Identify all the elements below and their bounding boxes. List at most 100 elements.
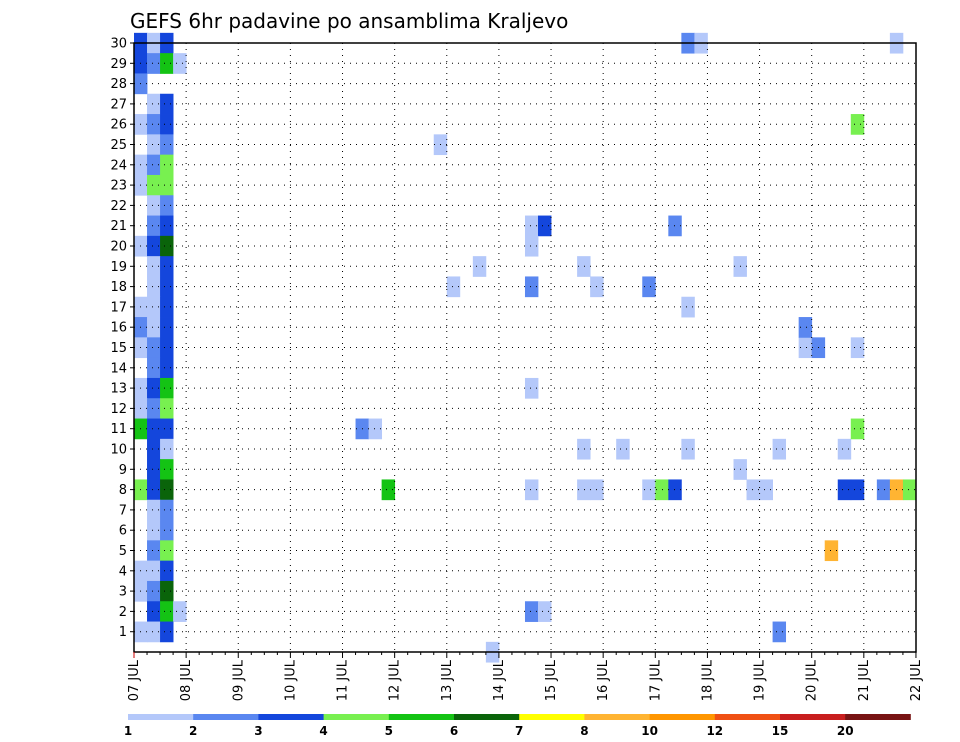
x-axis: 07 JUL 08 JUL 09 JUL 10 JUL 11 JUL 12 JUL 13 J… <box>127 652 924 701</box>
precip-cell <box>524 377 539 399</box>
precip-cell <box>160 621 174 643</box>
y-tick-label: 11 <box>110 422 127 437</box>
precip-cell <box>160 154 174 176</box>
precip-cell <box>147 398 161 419</box>
precip-cell <box>147 560 161 582</box>
precip-cell <box>160 398 174 419</box>
colorbar-swatch <box>780 714 846 720</box>
grid-layer <box>134 42 916 652</box>
precip-cell <box>147 195 161 216</box>
y-tick-label: 12 <box>110 402 127 417</box>
colorbar-swatch <box>193 714 259 720</box>
precip-cell <box>538 215 552 237</box>
precip-cell <box>147 296 161 318</box>
y-tick-label: 4 <box>119 564 127 579</box>
y-tick-label: 10 <box>110 443 127 458</box>
colorbar-label: 1 <box>124 724 132 738</box>
colorbar-label: 8 <box>580 724 588 738</box>
x-tick-label: 13 JUL <box>440 659 455 701</box>
x-tick-label: 15 JUL <box>544 659 559 701</box>
x-tick-label: 07 JUL <box>127 659 142 701</box>
precip-cell <box>160 317 174 338</box>
y-tick-label: 17 <box>110 300 127 315</box>
precip-cell <box>902 479 917 501</box>
colorbar-label: 12 <box>706 724 723 738</box>
chart-title: GEFS 6hr padavine po ansamblima Kraljevo <box>130 9 568 33</box>
y-tick-label: 24 <box>110 158 127 173</box>
cells-layer <box>134 32 917 663</box>
precip-cell <box>160 377 174 399</box>
colorbar-label: 20 <box>837 724 854 738</box>
precip-cell <box>160 601 174 622</box>
precip-cell <box>147 459 161 480</box>
precip-cell <box>642 276 656 298</box>
x-tick-label: 09 JUL <box>231 659 246 701</box>
y-tick-label: 23 <box>110 179 127 194</box>
y-tick-label: 15 <box>110 341 127 356</box>
precip-cell <box>668 215 682 237</box>
colorbar-swatch <box>323 714 390 720</box>
precip-cell <box>147 235 161 257</box>
precip-cell <box>160 256 174 277</box>
colorbar-label: 6 <box>450 724 458 738</box>
colorbar: 1 2 3 4 5 6 7 8 10 12 15 20 <box>124 714 911 738</box>
colorbar-swatch <box>128 714 194 720</box>
x-tick-label: 19 JUL <box>753 659 768 701</box>
precip-cell <box>160 276 174 298</box>
precip-cell <box>160 499 174 521</box>
x-tick-label: 21 JUL <box>857 659 872 701</box>
precip-cell <box>616 438 630 460</box>
precip-cell <box>147 357 161 379</box>
precip-cell <box>681 296 695 318</box>
x-tick-label: 08 JUL <box>179 659 194 701</box>
colorbar-label: 2 <box>189 724 197 738</box>
x-tick-label: 20 JUL <box>805 659 820 701</box>
precip-cell <box>160 235 174 257</box>
y-tick-label: 22 <box>110 199 127 214</box>
colorbar-swatch <box>584 714 650 720</box>
y-axis: 1234567891011121314151617181920212223242… <box>110 37 134 640</box>
precip-cell <box>446 276 461 298</box>
precip-cell <box>147 540 161 562</box>
y-tick-label: 20 <box>110 240 127 255</box>
precip-cell <box>160 540 174 562</box>
precip-cell <box>524 479 539 501</box>
precip-cell <box>160 337 174 359</box>
precip-cell <box>147 499 161 521</box>
precip-cell <box>772 621 787 643</box>
precip-cell <box>160 195 174 216</box>
precip-cell <box>524 601 539 622</box>
precip-cell <box>850 418 865 440</box>
precip-cell <box>577 479 591 501</box>
precip-cell <box>147 337 161 359</box>
precip-cell <box>850 114 865 135</box>
precip-cell <box>798 317 813 338</box>
precip-cell <box>368 418 383 440</box>
y-tick-label: 25 <box>110 138 127 153</box>
precip-cell <box>381 479 396 501</box>
colorbar-swatch <box>519 714 585 720</box>
precip-cell <box>147 174 161 196</box>
precip-cell <box>147 134 161 156</box>
colorbar-swatch <box>454 714 520 720</box>
colorbar-swatch <box>388 714 455 720</box>
precip-cell <box>147 377 161 399</box>
precip-cell <box>837 438 852 460</box>
precip-cell <box>147 256 161 277</box>
precip-cell <box>147 438 161 460</box>
precip-cell <box>147 418 161 440</box>
y-tick-label: 7 <box>119 503 127 518</box>
x-tick-label: 16 JUL <box>596 659 611 701</box>
precip-cell <box>681 438 695 460</box>
y-tick-label: 30 <box>110 37 127 52</box>
precip-cell <box>147 601 161 622</box>
y-tick-label: 19 <box>110 260 127 275</box>
precip-cell <box>147 276 161 298</box>
precip-cell <box>160 296 174 318</box>
precip-cell <box>147 154 161 176</box>
precip-cell <box>173 601 187 622</box>
x-tick-label: 14 JUL <box>492 659 507 701</box>
colorbar-label: 3 <box>254 724 262 738</box>
precip-cell <box>160 520 174 541</box>
